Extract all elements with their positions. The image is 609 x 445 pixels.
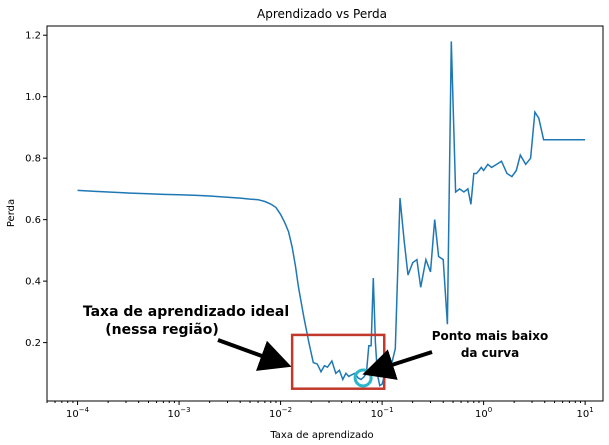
ideal-region-label-line1: Taxa de aprendizado ideal [83, 304, 289, 320]
x-tick-label: 10−3 [168, 406, 191, 420]
axes-frame [46, 25, 604, 402]
lowest-point-label-line2: da curva [461, 346, 519, 360]
x-tick-label: 10−1 [371, 406, 394, 420]
plot-area: 0.20.40.60.81.01.2 10−4 10−3 10−2 10−1 100 10… [25, 25, 604, 420]
x-tick-label: 10−4 [66, 406, 90, 420]
ideal-region-annotation: Taxa de aprendizado ideal (nessa região) [83, 304, 386, 390]
y-tick-label: 0.8 [25, 154, 41, 165]
lowest-point-arrow [362, 349, 433, 380]
ideal-region-arrow [217, 338, 292, 371]
x-axis-label: Taxa de aprendizado [269, 430, 373, 441]
y-axis-label: Perda [6, 199, 17, 227]
ideal-region-label-line2: (nessa região) [105, 322, 219, 338]
x-axis: 10−4 10−3 10−2 10−1 100 101 [46, 401, 594, 420]
x-tick-label: 101 [577, 406, 594, 420]
x-tick-label: 100 [475, 406, 492, 420]
y-tick-label: 1.0 [25, 92, 41, 103]
x-tick-label: 10−2 [269, 406, 292, 420]
y-tick-label: 0.6 [25, 215, 41, 226]
lowest-point-annotation: Ponto mais baixo da curva [353, 329, 549, 388]
chart-title: Aprendizado vs Perda [257, 7, 387, 21]
y-tick-label: 0.2 [25, 338, 41, 349]
y-tick-label: 1.2 [25, 31, 41, 42]
lowest-point-label-line1: Ponto mais baixo [432, 329, 549, 343]
y-axis: 0.2 0.4 0.6 0.8 1.0 1.2 [25, 31, 47, 349]
y-tick-label: 0.4 [25, 277, 41, 288]
